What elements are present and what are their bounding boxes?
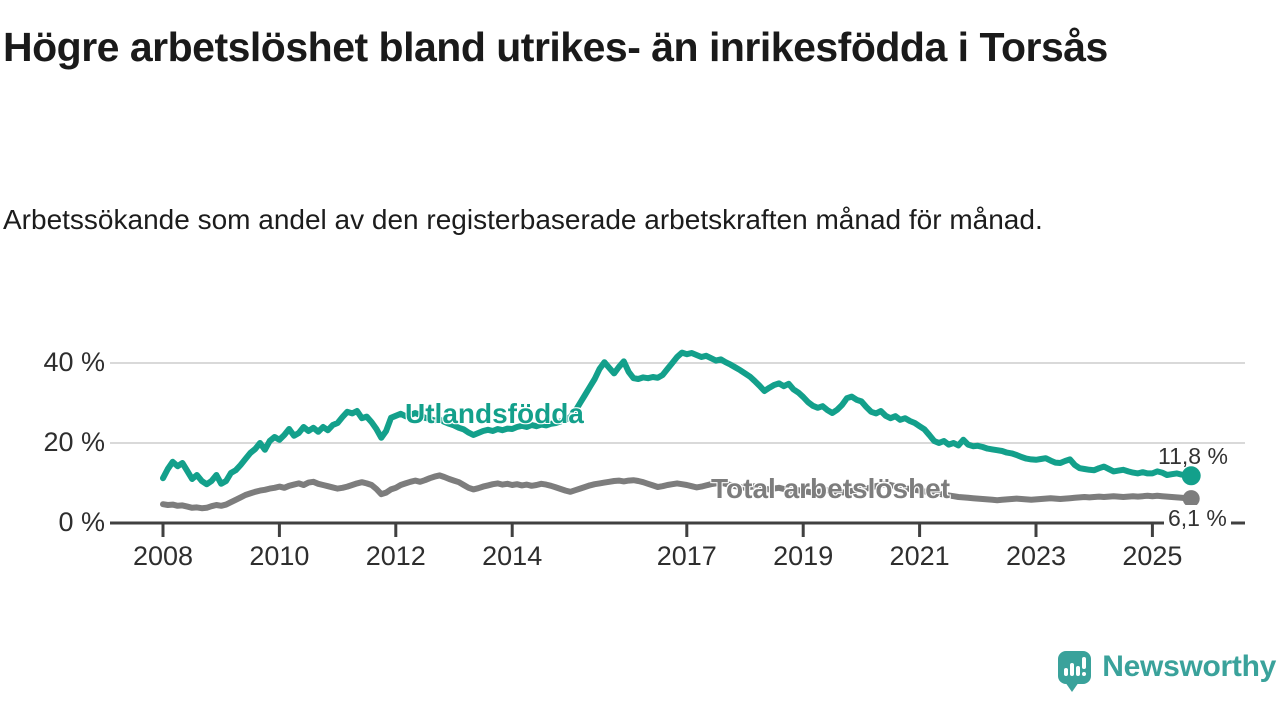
end-value-label-total: 6,1 %: [1164, 505, 1231, 532]
newsworthy-speech-bubble-bar-chart-icon: [1058, 650, 1092, 692]
x-tick-label: 2019: [773, 541, 834, 571]
newsworthy-logo: Newsworthy: [1058, 650, 1276, 692]
x-tick-label: 2010: [249, 541, 310, 571]
x-tick-label: 2021: [889, 541, 950, 571]
x-tick-label: 2025: [1122, 541, 1183, 571]
total-end-dot: [1182, 490, 1200, 508]
page-title: Högre arbetslöshet bland utrikes- än inr…: [3, 24, 1108, 70]
newsworthy-brand-name: Newsworthy: [1102, 650, 1276, 683]
chart-subtitle: Arbetssökande som andel av den registerb…: [3, 204, 1043, 235]
total-arbetsloshet-line: [160, 472, 1195, 512]
x-tick-label: 2017: [656, 541, 717, 571]
utlandsfodda-end-dot: [1181, 466, 1201, 486]
utlandsfodda-line: [160, 349, 1195, 488]
y-tick-label: 0 %: [58, 507, 105, 537]
y-tick-label: 20 %: [43, 427, 105, 457]
x-tick-label: 2023: [1005, 541, 1067, 571]
y-tick-label: 40 %: [43, 347, 105, 377]
x-tick-label: 2014: [482, 541, 543, 571]
end-value-label-utlandsfodda: 11,8 %: [1158, 443, 1228, 469]
series-label-total-arbetsloshet: Total arbetslöshet: [711, 473, 951, 504]
x-tick-label: 2008: [132, 541, 194, 571]
x-tick-label: 2012: [365, 541, 426, 571]
series-label-utlandsfodda: Utlandsfödda: [405, 398, 584, 429]
